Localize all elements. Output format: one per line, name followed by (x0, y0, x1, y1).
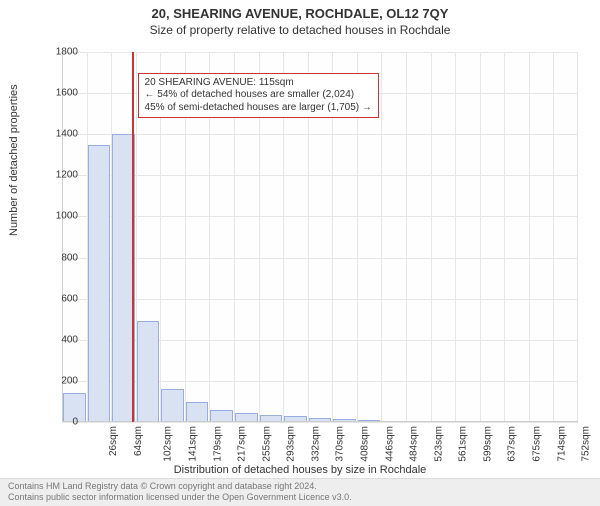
x-tick-label: 102sqm (163, 426, 174, 462)
gridline-h (62, 175, 578, 176)
x-tick-label: 179sqm (212, 426, 223, 462)
x-tick-label: 332sqm (310, 426, 321, 462)
gridline-h (62, 134, 578, 135)
x-tick-label: 370sqm (335, 426, 346, 462)
x-tick-label: 752sqm (581, 426, 592, 462)
gridline-h (62, 299, 578, 300)
y-tick-label: 1200 (38, 170, 78, 181)
y-tick-label: 1400 (38, 129, 78, 140)
histogram-bar (137, 321, 160, 422)
x-tick-label: 637sqm (507, 426, 518, 462)
x-tick-label: 141sqm (188, 426, 199, 462)
annotation-line: 45% of semi-detached houses are larger (… (145, 102, 372, 115)
x-tick-label: 26sqm (108, 426, 119, 456)
gridline-v (480, 52, 481, 422)
x-tick-label: 484sqm (409, 426, 420, 462)
x-tick-label: 675sqm (532, 426, 543, 462)
chart-area: 20 SHEARING AVENUE: 115sqm← 54% of detac… (62, 52, 578, 422)
annotation-line: ← 54% of detached houses are smaller (2,… (145, 89, 372, 102)
y-tick-label: 400 (38, 334, 78, 345)
gridline-v (431, 52, 432, 422)
x-tick-label: 64sqm (133, 426, 144, 456)
x-tick-label: 293sqm (286, 426, 297, 462)
x-tick-label: 599sqm (482, 426, 493, 462)
gridline-v (381, 52, 382, 422)
y-tick-label: 800 (38, 252, 78, 263)
page-title: 20, SHEARING AVENUE, ROCHDALE, OL12 7QY (0, 6, 600, 21)
y-axis-line (62, 52, 63, 422)
x-axis-line (62, 421, 578, 422)
y-tick-label: 1600 (38, 88, 78, 99)
footer-line-1: Contains HM Land Registry data © Crown c… (8, 481, 592, 492)
y-tick-label: 1800 (38, 47, 78, 58)
gridline-h (62, 216, 578, 217)
annotation-line: 20 SHEARING AVENUE: 115sqm (145, 77, 372, 90)
gridline-v (529, 52, 530, 422)
gridline-h (62, 422, 578, 423)
page-subtitle: Size of property relative to detached ho… (0, 23, 600, 37)
y-tick-label: 1000 (38, 211, 78, 222)
y-tick-label: 0 (38, 417, 78, 428)
x-tick-label: 561sqm (458, 426, 469, 462)
footer-line-2: Contains public sector information licen… (8, 492, 592, 503)
y-tick-label: 200 (38, 375, 78, 386)
histogram-bar (161, 389, 184, 422)
gridline-h (62, 258, 578, 259)
annotation-box: 20 SHEARING AVENUE: 115sqm← 54% of detac… (138, 73, 379, 119)
histogram-bar (88, 145, 111, 423)
x-tick-label: 217sqm (237, 426, 248, 462)
histogram-bar (186, 402, 209, 422)
x-axis-label: Distribution of detached houses by size … (0, 464, 600, 476)
gridline-v (553, 52, 554, 422)
y-tick-label: 600 (38, 293, 78, 304)
gridline-v (406, 52, 407, 422)
x-tick-label: 255sqm (261, 426, 272, 462)
gridline-v (455, 52, 456, 422)
gridline-v (577, 52, 578, 422)
x-tick-label: 523sqm (433, 426, 444, 462)
x-tick-label: 446sqm (384, 426, 395, 462)
gridline-v (504, 52, 505, 422)
gridline-h (62, 52, 578, 53)
footer: Contains HM Land Registry data © Crown c… (0, 478, 600, 506)
y-axis-label: Number of detached properties (8, 84, 20, 236)
x-tick-label: 714sqm (556, 426, 567, 462)
plot-region: 20 SHEARING AVENUE: 115sqm← 54% of detac… (62, 52, 578, 422)
reference-line (132, 52, 134, 422)
x-tick-label: 408sqm (360, 426, 371, 462)
